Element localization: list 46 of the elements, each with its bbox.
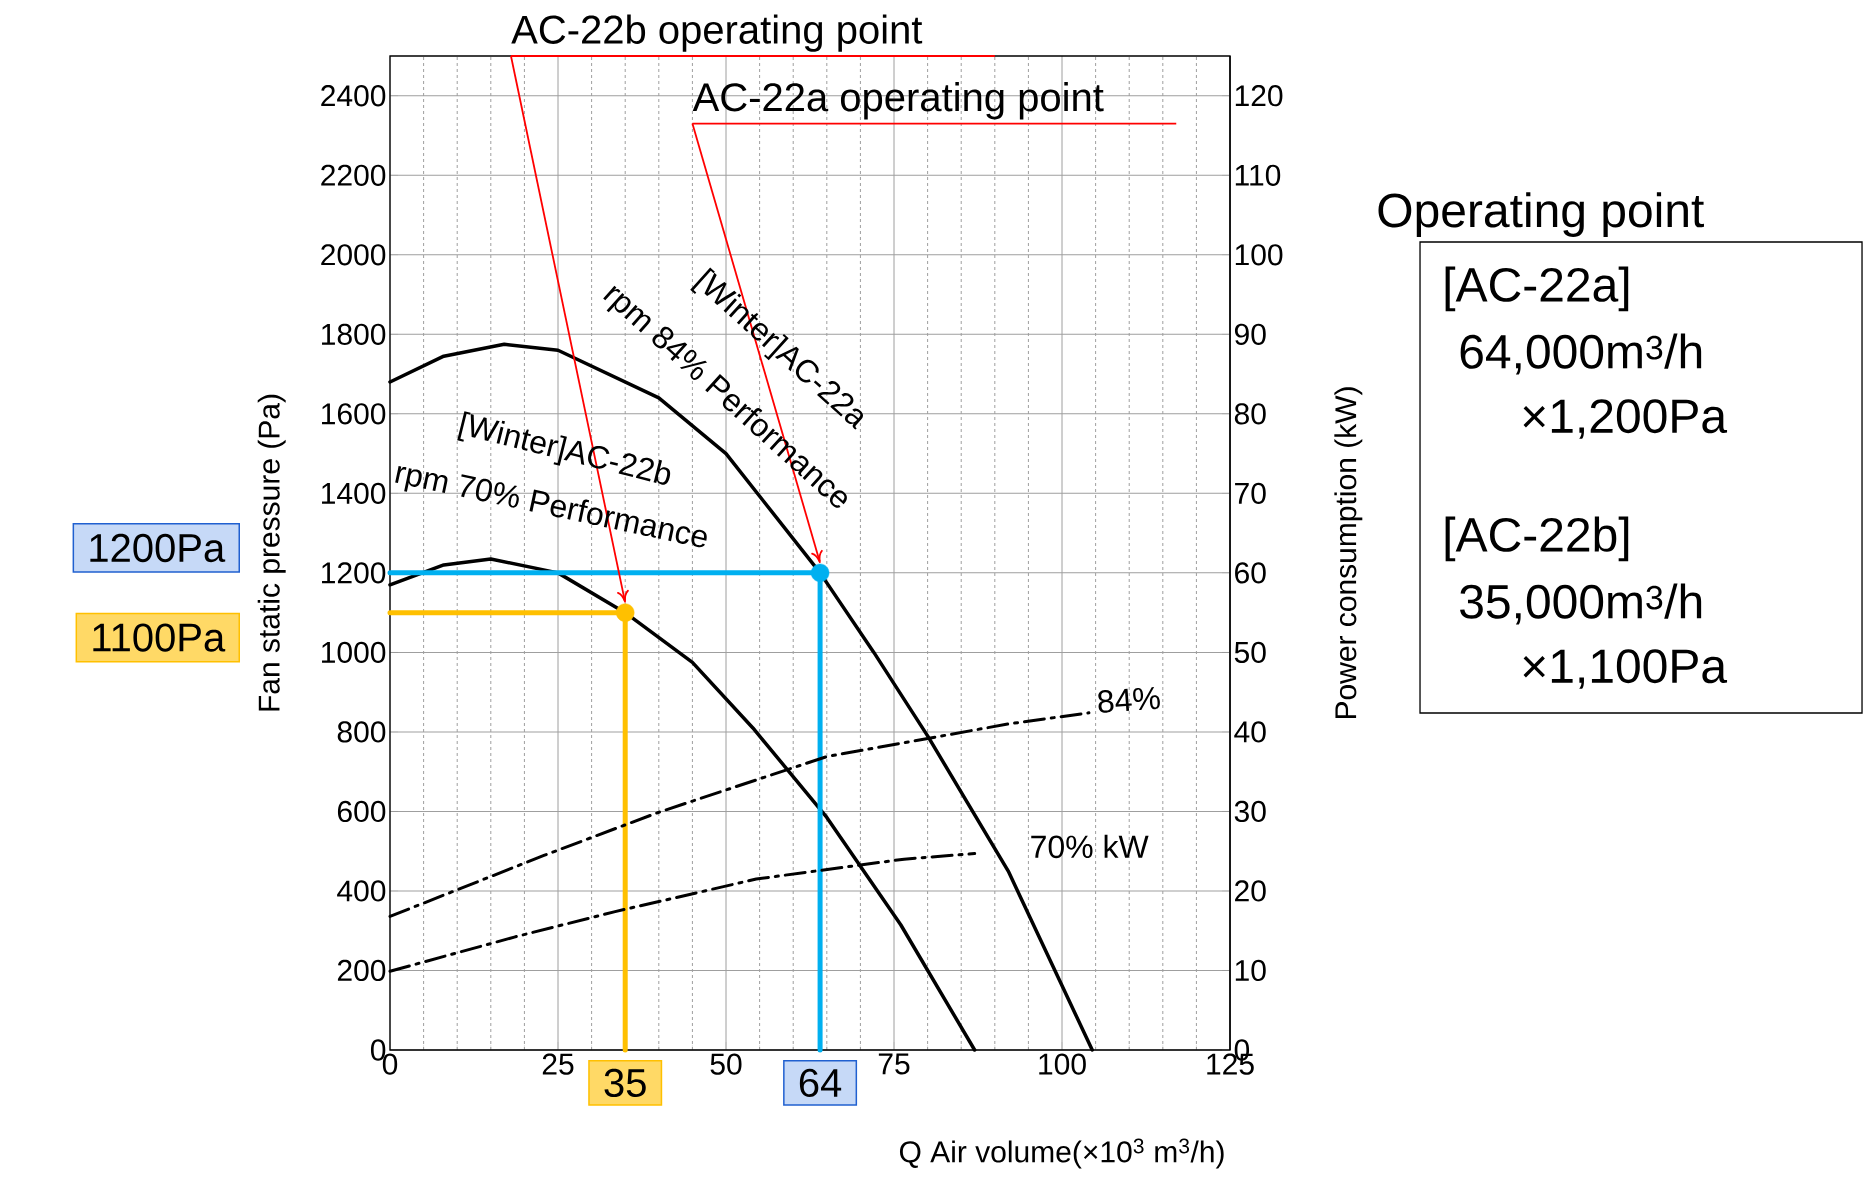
text: Operating point: [1378, 192, 1704, 237]
annotation: 35: [604, 1068, 646, 1098]
y2-tick-label: 20: [1235, 880, 1266, 902]
annotation: 70% kW: [1031, 834, 1149, 859]
y2-tick-label: 70: [1235, 482, 1266, 504]
text: 35,000m$^{3}$/h: [1460, 583, 1702, 625]
y-tick-label: 1000: [322, 641, 386, 664]
y-tick-label: 2400: [321, 85, 386, 107]
y2-tick-label: 110: [1235, 164, 1281, 186]
y2-tick-label: 30: [1234, 800, 1266, 823]
x-tick-label: 25: [542, 1053, 574, 1075]
text: [AC-22a]: [1445, 266, 1629, 312]
y-tick-label: 1200: [322, 562, 386, 584]
y2-tick-label: 10: [1235, 959, 1266, 982]
annotation: AC-22a operating point: [692, 82, 1104, 120]
text: 64,000m$^{3}$/h: [1460, 333, 1702, 375]
annotation: 64: [799, 1068, 842, 1098]
y-tick-label: 400: [337, 880, 386, 902]
x-tick-label: 100: [1039, 1053, 1086, 1075]
y2-tick-label: 60: [1235, 562, 1266, 584]
y-tick-label: 1600: [322, 403, 386, 425]
text: 1100Pa: [93, 623, 226, 652]
y-tick-label: 1800: [322, 323, 386, 345]
y2-tick-label: 120: [1235, 85, 1283, 107]
y-tick-label: 600: [337, 800, 386, 823]
text: ×1,100Pa: [1523, 649, 1728, 689]
y-tick-label: 1400: [322, 482, 386, 504]
text: AC-22b operating point: [511, 14, 923, 52]
y-tick-label: 2000: [321, 244, 386, 266]
y2-tick-label: 50: [1234, 641, 1266, 664]
y2-tick-label: 90: [1234, 323, 1266, 345]
text: [AC-22b]: [1445, 516, 1629, 562]
x-axis-title: Q Air volume(×10$^{3}$ m$^{3}$/h): [899, 1138, 1224, 1169]
y-tick-label: 800: [337, 721, 386, 743]
text: ×1,200Pa: [1523, 399, 1728, 439]
y-tick-label: 2200: [321, 164, 386, 186]
y2-tick-label: 100: [1235, 244, 1283, 266]
y2-axis-title: Power consumption (kW): [1334, 387, 1363, 719]
y2-tick-label: 80: [1234, 403, 1266, 425]
y-tick-label: 200: [337, 959, 386, 982]
x-tick-label: 75: [878, 1053, 910, 1075]
y-axis-title: Fan static pressure (Pa): [257, 394, 286, 711]
text: 1200Pa: [90, 533, 226, 563]
annotation: 84%: [1098, 686, 1160, 713]
x-tick-label: 50: [710, 1053, 742, 1075]
y2-tick-label: 40: [1234, 721, 1266, 743]
